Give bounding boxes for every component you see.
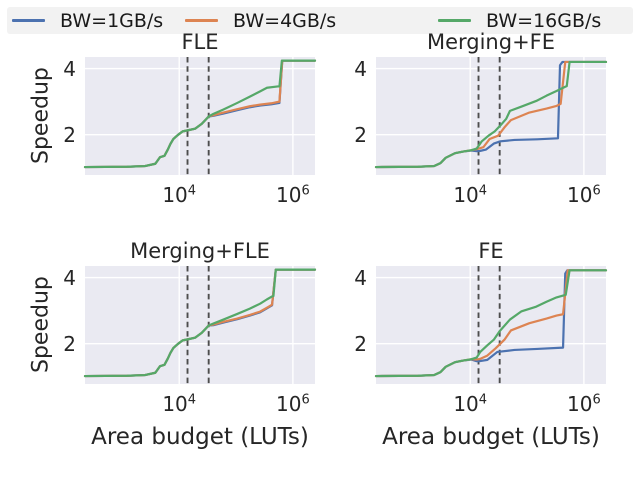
axes-merging-fle bbox=[83, 266, 317, 384]
legend-line-bw16-icon bbox=[438, 19, 471, 22]
legend-line-bw4-icon bbox=[185, 19, 218, 22]
axes-background bbox=[376, 266, 606, 384]
x-axis-label: Area budget (LUTs) bbox=[91, 424, 309, 450]
axes-background bbox=[376, 57, 606, 175]
y-tick-label: 4 bbox=[354, 265, 367, 290]
y-tick-label: 2 bbox=[63, 122, 76, 147]
axes-background bbox=[85, 57, 315, 175]
axes-fe bbox=[374, 266, 608, 384]
subplot-title-merging-fle: Merging+FLE bbox=[130, 239, 270, 263]
y-tick-label: 4 bbox=[63, 265, 76, 290]
series-line-bw-16gb-s bbox=[374, 60, 608, 169]
x-tick-label: 106 bbox=[276, 392, 310, 416]
x-tick-label: 106 bbox=[567, 392, 601, 416]
x-tick-label: 104 bbox=[162, 392, 197, 416]
x-tick-label: 106 bbox=[567, 183, 601, 207]
y-tick-label: 4 bbox=[63, 56, 76, 81]
axes-fle bbox=[83, 57, 317, 175]
series-line-bw-16gb-s bbox=[83, 59, 317, 169]
subplot-fe: FE Area budget (LUTs) 104 106 2 4 bbox=[354, 239, 608, 450]
legend: BW=1GB/s BW=4GB/s BW=16GB/s bbox=[7, 7, 633, 34]
legend-line-bw1-icon bbox=[12, 19, 45, 22]
axes-background bbox=[85, 266, 315, 384]
x-axis-label: Area budget (LUTs) bbox=[382, 424, 600, 450]
axes-merging-fe bbox=[374, 57, 608, 175]
series-line-bw-16gb-s bbox=[374, 269, 608, 378]
legend-label-bw4: BW=4GB/s bbox=[233, 9, 337, 32]
y-tick-label: 2 bbox=[63, 331, 76, 356]
legend-label-bw16: BW=16GB/s bbox=[486, 9, 602, 32]
y-tick-label: 4 bbox=[354, 56, 367, 81]
legend-item-bw16: BW=16GB/s bbox=[438, 7, 601, 34]
subplot-title-fe: FE bbox=[478, 239, 504, 263]
y-tick-label: 2 bbox=[354, 331, 367, 356]
subplot-fle: FLE Speedup 104 106 2 4 bbox=[29, 30, 317, 207]
legend-label-bw1: BW=1GB/s bbox=[60, 9, 164, 32]
x-tick-label: 104 bbox=[162, 183, 197, 207]
series-line-bw-16gb-s bbox=[83, 268, 317, 378]
x-tick-label: 104 bbox=[453, 392, 488, 416]
subplot-title-merging-fe: Merging+FE bbox=[426, 30, 556, 54]
x-tick-label: 104 bbox=[453, 183, 488, 207]
subplot-merging-fle: Merging+FLE Speedup Area budget (LUTs) 1… bbox=[29, 239, 317, 450]
subplot-title-fle: FLE bbox=[181, 30, 219, 54]
legend-item-bw1: BW=1GB/s bbox=[12, 7, 163, 34]
legend-item-bw4: BW=4GB/s bbox=[185, 7, 336, 34]
x-tick-label: 106 bbox=[276, 183, 310, 207]
subplot-merging-fe: Merging+FE 104 106 2 4 bbox=[354, 30, 608, 207]
y-tick-label: 2 bbox=[354, 122, 367, 147]
